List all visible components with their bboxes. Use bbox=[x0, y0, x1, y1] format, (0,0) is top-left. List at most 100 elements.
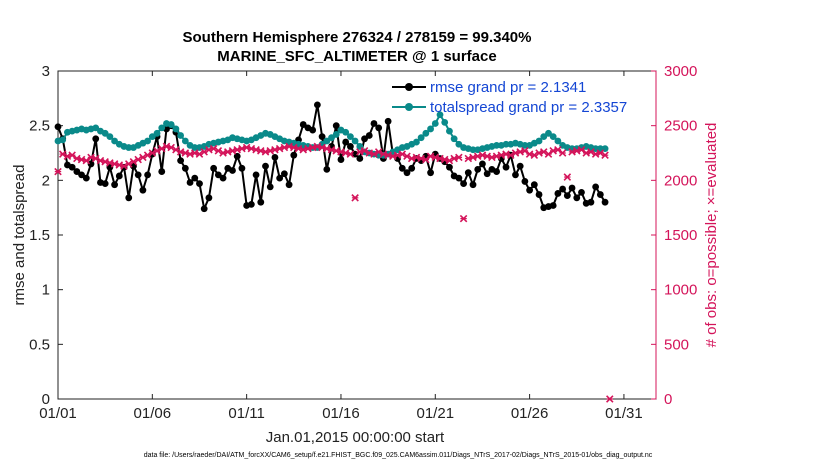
chart-subtitle: MARINE_SFC_ALTIMETER @ 1 surface bbox=[217, 48, 496, 65]
rmse-point bbox=[205, 194, 213, 202]
totalspread-point bbox=[540, 133, 548, 141]
rmse-point bbox=[309, 126, 317, 134]
rmse-point bbox=[87, 160, 95, 168]
rmse-point bbox=[427, 169, 434, 177]
rmse-point bbox=[210, 164, 218, 172]
rmse-point bbox=[356, 155, 364, 162]
rmse-point bbox=[573, 194, 581, 202]
evaluated-obs-point bbox=[601, 151, 609, 159]
y-tick-label: 3 bbox=[42, 63, 50, 80]
y-right-tick-label: 3000 bbox=[664, 63, 697, 80]
evaluated-obs-point bbox=[455, 153, 463, 162]
y-axis-left-label: rmse and totalspread bbox=[11, 165, 28, 306]
evaluated-obs-point bbox=[459, 214, 468, 223]
y-tick-label: 2 bbox=[42, 172, 50, 189]
rmse-point bbox=[346, 143, 354, 150]
rmse-point bbox=[384, 117, 392, 125]
rmse-point bbox=[247, 200, 255, 208]
rmse-point bbox=[365, 132, 373, 139]
rmse-point bbox=[549, 202, 557, 209]
evaluated-obs-point bbox=[346, 150, 355, 158]
rmse-point bbox=[521, 178, 529, 185]
data-file-footer: data file: /Users/raeder/DAI/ATM_forcXX/… bbox=[144, 452, 653, 459]
rmse-point bbox=[408, 164, 416, 172]
rmse-point bbox=[266, 183, 274, 191]
rmse-point bbox=[233, 152, 241, 160]
rmse-point bbox=[82, 174, 90, 182]
y-axis-right-label: # of obs: o=possible; ×=evaluated bbox=[703, 123, 720, 348]
rmse-point bbox=[554, 190, 562, 197]
rmse-point bbox=[337, 156, 345, 163]
rmse-point bbox=[563, 192, 571, 200]
rmse-point bbox=[257, 198, 265, 206]
legend-totalspread-label: totalspread grand pr = 2.3357 bbox=[430, 99, 627, 116]
totalspread-point bbox=[101, 129, 109, 137]
y-tick-label: 2.5 bbox=[29, 118, 50, 135]
rmse-point bbox=[474, 166, 482, 173]
y-right-tick-label: 2000 bbox=[664, 172, 697, 189]
y-right-tick-label: 0 bbox=[664, 391, 672, 408]
legend-rmse-marker bbox=[405, 83, 413, 91]
rmse-point bbox=[111, 181, 118, 189]
rmse-point bbox=[115, 172, 123, 180]
totalspread-point bbox=[413, 138, 420, 146]
rmse-point bbox=[144, 171, 152, 179]
totalspread-point bbox=[455, 140, 463, 148]
rmse-point bbox=[125, 194, 133, 202]
rmse-point bbox=[601, 198, 609, 206]
rmse-point bbox=[596, 191, 604, 198]
rmse-point bbox=[280, 170, 288, 178]
rmse-point bbox=[139, 186, 147, 194]
totalspread-point bbox=[181, 137, 189, 145]
chart-title: Southern Hemisphere 276324 / 278159 = 99… bbox=[183, 29, 532, 46]
totalspread-point bbox=[148, 133, 156, 141]
rmse-point bbox=[464, 169, 472, 177]
rmse-point bbox=[559, 185, 567, 193]
rmse-point bbox=[446, 163, 453, 171]
rmse-point bbox=[191, 174, 199, 182]
totalspread-point bbox=[521, 141, 529, 149]
rmse-point bbox=[290, 151, 298, 159]
totalspread-point bbox=[158, 124, 166, 132]
rmse-point bbox=[276, 174, 284, 182]
totalspread-point bbox=[469, 146, 477, 154]
y-tick-label: 1 bbox=[42, 282, 50, 299]
x-tick-label: 01/01 bbox=[39, 405, 77, 422]
rmse-point bbox=[323, 166, 331, 173]
rmse-point bbox=[177, 157, 185, 165]
rmse-point bbox=[535, 191, 543, 198]
rmse-point bbox=[493, 168, 500, 175]
rmse-point bbox=[483, 170, 491, 178]
rmse-point bbox=[238, 164, 246, 172]
rmse-point bbox=[78, 171, 85, 179]
legend-rmse-label: rmse grand pr = 2.1341 bbox=[430, 79, 586, 96]
y-right-tick-label: 2500 bbox=[664, 118, 697, 135]
totalspread-point bbox=[172, 125, 180, 133]
rmse-point bbox=[271, 153, 279, 161]
rmse-point bbox=[252, 171, 260, 179]
totalspread-point bbox=[342, 128, 350, 136]
y-tick-label: 0.5 bbox=[29, 336, 50, 353]
evaluated-obs-point bbox=[558, 149, 567, 157]
rmse-point bbox=[229, 167, 236, 174]
rmse-point bbox=[68, 163, 76, 171]
totalspread-point bbox=[111, 137, 118, 145]
totalspread-point bbox=[554, 137, 562, 145]
rmse-point bbox=[134, 171, 142, 179]
totalspread-point bbox=[441, 118, 449, 126]
totalspread-point bbox=[502, 140, 510, 148]
totalspread-point bbox=[144, 137, 152, 145]
x-tick-label: 01/16 bbox=[322, 405, 360, 422]
totalspread-point bbox=[153, 129, 161, 137]
totalspread-point bbox=[125, 144, 133, 151]
totalspread-point bbox=[417, 134, 425, 142]
rmse-point bbox=[398, 164, 406, 172]
evaluated-obs-point bbox=[606, 395, 614, 403]
rmse-point bbox=[370, 120, 378, 127]
totalspread-point bbox=[422, 129, 430, 137]
totalspread-point bbox=[431, 120, 439, 127]
totalspread-point bbox=[177, 132, 185, 139]
rmse-point bbox=[101, 180, 109, 188]
rmse-point bbox=[158, 168, 166, 175]
